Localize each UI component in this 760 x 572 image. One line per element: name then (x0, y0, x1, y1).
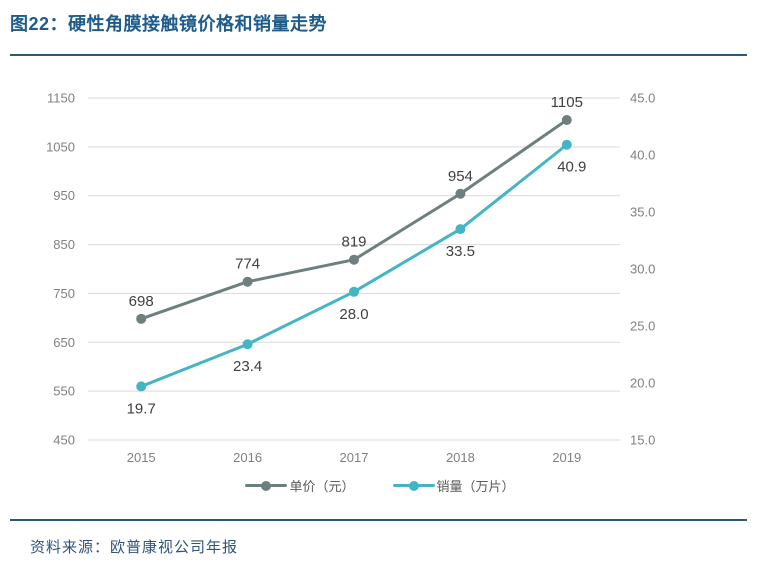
svg-text:1050: 1050 (46, 139, 75, 154)
chart-legend: 单价（元） 销量（万片） (0, 476, 760, 495)
svg-text:550: 550 (53, 384, 75, 399)
svg-text:2015: 2015 (127, 450, 156, 465)
series-line (139, 143, 569, 388)
data-label: 19.7 (127, 400, 156, 417)
x-axis-labels: 2015 2016 2017 2018 2019 (127, 450, 582, 465)
line-chart: 1150 1050 950 850 750 650 550 450 45.0 40.0 35.0 30… (46, 91, 655, 466)
svg-text:30.0: 30.0 (630, 262, 655, 277)
legend-item-price: 单价（元） (245, 476, 355, 495)
svg-text:450: 450 (53, 433, 75, 448)
legend-marker (245, 480, 288, 491)
svg-text:15.0: 15.0 (630, 433, 655, 448)
data-label: 40.9 (557, 159, 586, 176)
data-label: 698 (129, 293, 154, 310)
data-point (561, 114, 572, 125)
data-label: 954 (448, 168, 473, 185)
legend-label: 销量（万片） (436, 479, 515, 494)
svg-text:45.0: 45.0 (630, 91, 655, 106)
data-point (136, 381, 147, 392)
legend-item-sales: 销量（万片） (392, 476, 515, 495)
svg-text:850: 850 (53, 237, 75, 252)
data-label: 33.5 (446, 243, 475, 260)
data-point (349, 254, 359, 265)
data-label: 819 (341, 234, 366, 251)
right-axis-labels: 45.0 40.0 35.0 30.0 25.0 20.0 15.0 (630, 91, 655, 448)
source-note: 资料来源：欧普康视公司年报 (30, 540, 239, 556)
data-label: 23.4 (233, 358, 262, 375)
svg-text:25.0: 25.0 (630, 319, 655, 334)
svg-text:2018: 2018 (446, 450, 475, 465)
svg-text:650: 650 (53, 335, 75, 350)
gridlines (88, 97, 620, 441)
svg-text:1150: 1150 (47, 91, 75, 106)
svg-text:2017: 2017 (340, 450, 369, 465)
data-label: 1105 (551, 94, 583, 111)
data-label: 774 (235, 256, 260, 273)
svg-text:950: 950 (53, 188, 75, 203)
legend-marker (392, 480, 435, 491)
svg-text:20.0: 20.0 (630, 376, 655, 391)
svg-text:2019: 2019 (552, 450, 581, 465)
data-point (136, 313, 147, 324)
legend-label: 单价（元） (289, 479, 355, 494)
data-point (455, 224, 466, 235)
svg-text:35.0: 35.0 (630, 205, 655, 220)
data-point (455, 188, 466, 199)
figure-title: 图22：硬性角膜接触镜价格和销量走势 (10, 14, 328, 34)
svg-text:750: 750 (53, 286, 75, 301)
data-point (242, 339, 253, 350)
data-point (561, 139, 572, 150)
series-price: 698 774 819 954 1105 (129, 94, 583, 324)
series-sales: 19.7 23.4 28.0 33.5 40.9 (127, 139, 586, 417)
left-axis-labels: 1150 1050 950 850 750 650 550 450 (46, 91, 75, 448)
data-point (242, 276, 253, 287)
svg-text:2016: 2016 (233, 450, 262, 465)
footer-divider (10, 519, 747, 521)
data-point (349, 286, 359, 297)
svg-text:40.0: 40.0 (630, 148, 655, 163)
data-label: 28.0 (339, 306, 368, 323)
title-divider (10, 54, 747, 56)
